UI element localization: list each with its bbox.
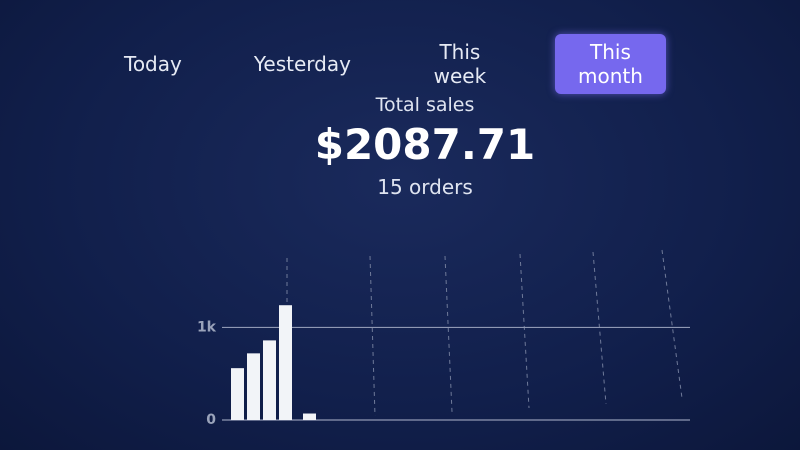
bar (279, 305, 292, 420)
tab[interactable]: This week (409, 34, 511, 94)
v-grid-line (444, 255, 453, 413)
summary-orders: 15 orders (377, 175, 473, 199)
summary-amount: $2087.71 (314, 120, 536, 169)
tab[interactable]: Today (110, 34, 196, 94)
bar (263, 340, 276, 420)
summary-label: Total sales (375, 94, 475, 116)
v-grid-line (661, 249, 683, 399)
y-tick-label: 0 (206, 412, 216, 428)
summary: Total sales $2087.71 15 orders (0, 94, 800, 199)
y-tick-label: 1k (197, 319, 217, 335)
v-grid-line (592, 251, 607, 405)
bar (247, 353, 260, 420)
bar (303, 413, 316, 420)
vertical-grid (286, 249, 683, 418)
bar (231, 368, 244, 420)
v-grid-line (369, 255, 376, 417)
tab[interactable]: Yesterday (240, 34, 365, 94)
v-grid-line (519, 253, 530, 409)
tab[interactable]: This month (554, 34, 666, 94)
tab-bar: Today Yesterday This week This month (110, 34, 710, 94)
